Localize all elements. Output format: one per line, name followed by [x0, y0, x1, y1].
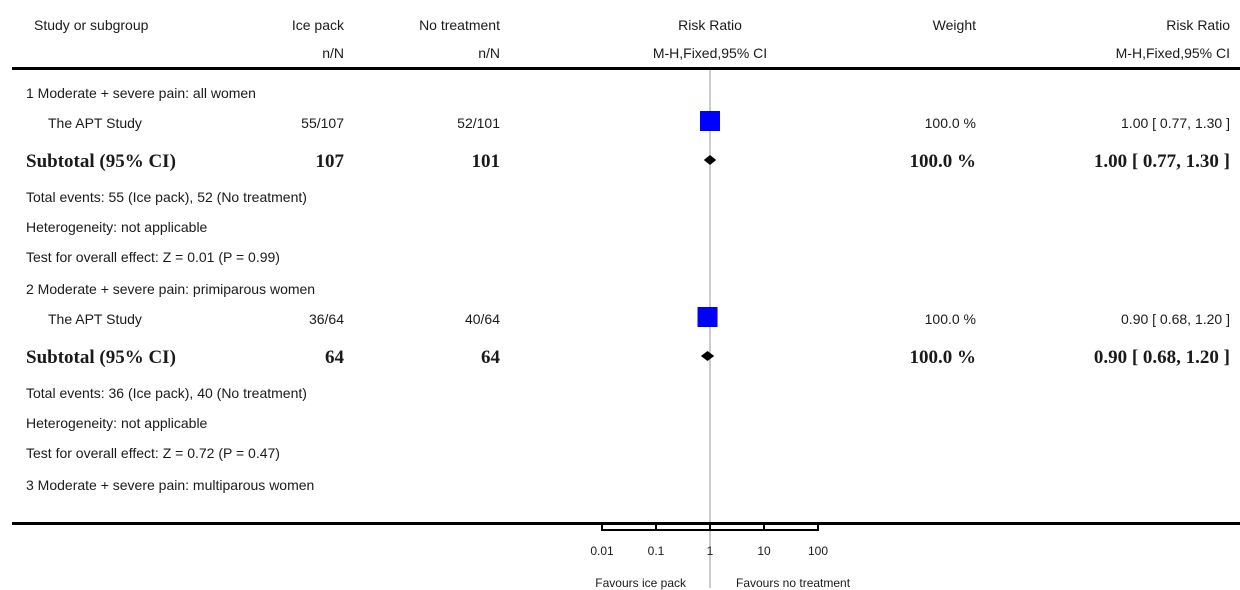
favours-left: Favours ice pack	[595, 576, 686, 590]
group-2-subtotal-none: 64	[481, 347, 500, 368]
group-2-subtotal-label: Subtotal (95% CI)	[26, 347, 176, 368]
tick-label-0.01: 0.01	[590, 544, 614, 558]
group-2-subtotal-weight: 100.0 %	[909, 347, 977, 368]
header-risk-ratio-2-sub: M-H,Fixed,95% CI	[1115, 45, 1230, 61]
tick-label-100: 100	[807, 544, 829, 558]
group-1-study-ci: 1.00 [ 0.77, 1.30 ]	[1121, 115, 1230, 131]
header-no-treatment-sub: n/N	[478, 45, 500, 61]
group-2-study-ci: 0.90 [ 0.68, 1.20 ]	[1121, 311, 1230, 327]
header-risk-ratio-sub: M-H,Fixed,95% CI	[652, 45, 768, 61]
header-risk-ratio-2: Risk Ratio	[1166, 17, 1230, 33]
group-2-subtotal-ci: 0.90 [ 0.68, 1.20 ]	[1093, 347, 1230, 368]
tick-label-0.1: 0.1	[647, 544, 665, 558]
group-1-study-name: The APT Study	[48, 115, 142, 131]
header-ice-pack: Ice pack	[291, 17, 344, 33]
group-2-study-name: The APT Study	[48, 311, 142, 327]
effect-marker-group-2	[697, 307, 718, 327]
group-2-study-ice: 36/64	[308, 311, 344, 327]
group-1-subtotal-none: 101	[471, 151, 501, 172]
group-2-heterogeneity: Heterogeneity: not applicable	[26, 415, 208, 431]
favours-right: Favours no treatment	[736, 576, 851, 590]
effect-marker-group-1	[700, 111, 720, 131]
group-1-study-ice: 55/107	[301, 115, 344, 131]
group-1-overall-effect: Test for overall effect: Z = 0.01 (P = 0…	[26, 249, 280, 265]
subtotal-diamond-group-2	[700, 351, 715, 361]
header-study: Study or subgroup	[34, 17, 149, 33]
tick-label-1: 1	[706, 544, 714, 558]
tick-label-10: 10	[757, 544, 771, 558]
group-1-study-none: 52/101	[457, 115, 500, 131]
group-1-subtotal-ice: 107	[315, 151, 345, 172]
header-no-treatment: No treatment	[419, 17, 500, 33]
group-3-title: 3 Moderate + severe pain: multiparous wo…	[26, 477, 315, 493]
group-2-subtotal-ice: 64	[325, 347, 344, 368]
group-1-subtotal-label: Subtotal (95% CI)	[26, 151, 176, 172]
group-1-subtotal-ci: 1.00 [ 0.77, 1.30 ]	[1093, 151, 1230, 172]
header-weight: Weight	[932, 17, 976, 33]
subtotal-diamond-group-1	[703, 155, 717, 165]
group-1-title: 1 Moderate + severe pain: all women	[26, 85, 256, 101]
group-2-events: Total events: 36 (Ice pack), 40 (No trea…	[26, 385, 307, 401]
group-1-subtotal-weight: 100.0 %	[909, 151, 977, 172]
group-1-heterogeneity: Heterogeneity: not applicable	[26, 219, 208, 235]
header-risk-ratio: Risk Ratio	[678, 17, 742, 33]
header-ice-pack-sub: n/N	[322, 45, 344, 61]
group-2-overall-effect: Test for overall effect: Z = 0.72 (P = 0…	[26, 445, 280, 461]
group-2-study-weight: 100.0 %	[924, 311, 976, 327]
footer-rule	[12, 522, 1240, 525]
group-2-study-none: 40/64	[464, 311, 500, 327]
group-1-study-weight: 100.0 %	[924, 115, 976, 131]
group-1-events: Total events: 55 (Ice pack), 52 (No trea…	[26, 189, 307, 205]
group-2-title: 2 Moderate + severe pain: primiparous wo…	[26, 281, 316, 297]
header-rule	[12, 67, 1240, 70]
